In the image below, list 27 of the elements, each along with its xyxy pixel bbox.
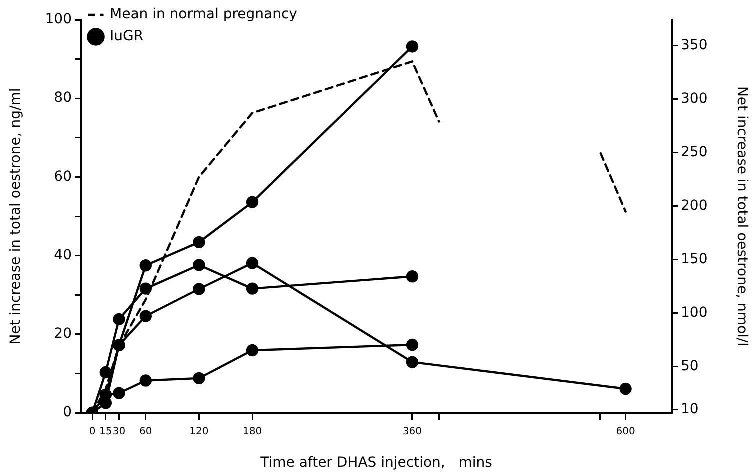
x-tick-label: 600 — [616, 426, 636, 438]
y2-tick-label: 100 — [681, 305, 708, 322]
x-tick-label: 0 — [89, 426, 96, 438]
x-axis-title: Time after DHAS injection, mins — [260, 455, 492, 472]
x-tick-label: 360 — [402, 426, 422, 438]
y2-tick-label: 150 — [681, 252, 708, 268]
y-axis-title: Net increase in total oestrone, ng/ml — [8, 88, 24, 345]
y2-tick-label: 10 — [681, 401, 699, 418]
x-tick-label: 180 — [242, 426, 262, 438]
legend-label: IuGR — [110, 28, 144, 45]
y2-tick-label: 250 — [681, 144, 708, 160]
y2-tick-label: 50 — [681, 358, 699, 375]
x-tick-label: 15 — [100, 426, 112, 438]
y-tick-label: 20 — [54, 326, 72, 342]
x-tick-label: 120 — [190, 426, 209, 438]
y-tick-label: 100 — [45, 12, 72, 28]
y-tick-label: 60 — [54, 168, 72, 185]
x-tick-label: 60 — [140, 426, 152, 438]
x-tick-label: 30 — [112, 426, 126, 438]
y2-tick-label: 200 — [681, 198, 708, 214]
y-tick-label: 40 — [54, 247, 72, 264]
y-tick-label: 0 — [63, 404, 72, 421]
legend-label: Mean in normal pregnancy — [110, 6, 298, 23]
y2-axis-title: Net increase in total oestrone, nmol/l — [734, 86, 750, 347]
y2-tick-label: 350 — [681, 37, 708, 54]
y2-tick-label: 300 — [681, 90, 708, 107]
y-tick-label: 80 — [54, 90, 72, 106]
